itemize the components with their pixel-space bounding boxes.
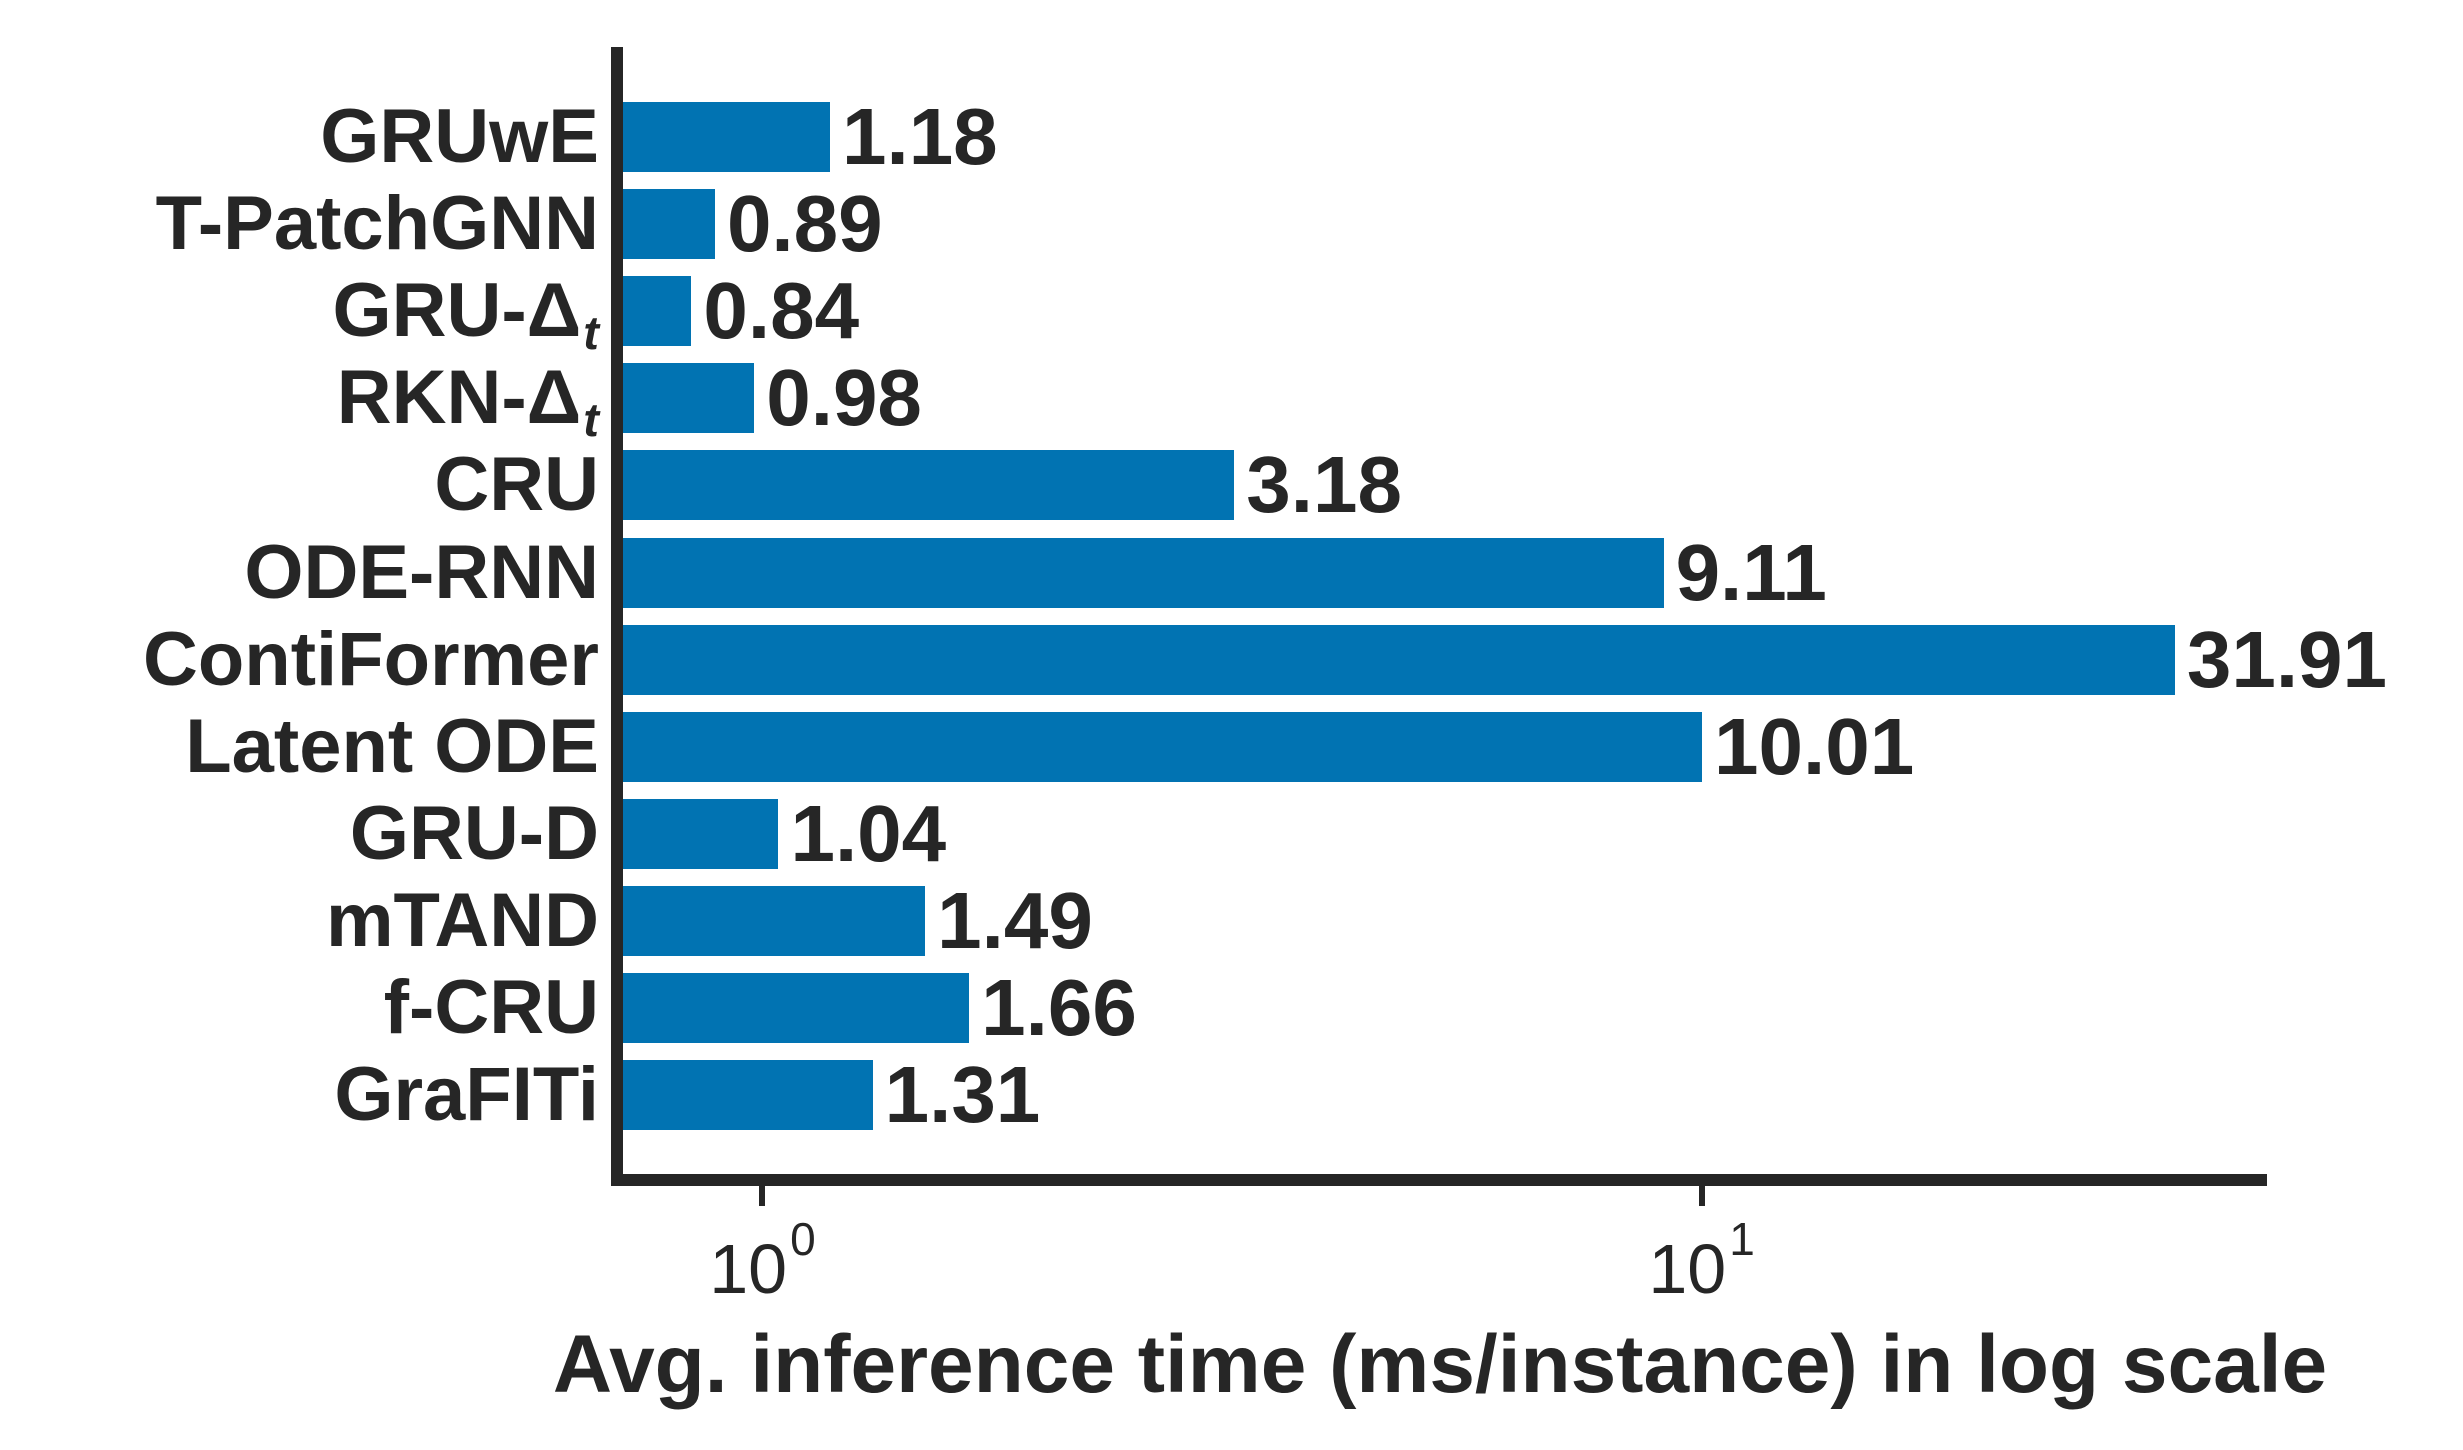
bar bbox=[623, 1060, 873, 1131]
x-axis-spine bbox=[611, 1174, 2267, 1186]
x-axis-title: Avg. inference time (ms/instance) in log… bbox=[552, 1319, 2328, 1410]
value-label: 1.18 bbox=[841, 92, 998, 181]
category-label: ContiFormer bbox=[143, 616, 599, 702]
category-label: CRU bbox=[434, 442, 599, 528]
value-label: 1.66 bbox=[981, 963, 1137, 1052]
bar bbox=[623, 885, 926, 956]
category-label: mTAND bbox=[325, 877, 599, 963]
category-label: f-CRU bbox=[383, 965, 599, 1050]
value-label: 31.91 bbox=[2186, 614, 2388, 704]
x-tick-exponent: 1 bbox=[1729, 1213, 1755, 1265]
bar bbox=[623, 711, 1702, 782]
bar bbox=[623, 450, 1235, 521]
x-tick-exponent: 0 bbox=[790, 1213, 816, 1265]
category-label: T-PatchGNN bbox=[155, 181, 599, 267]
bar bbox=[623, 363, 755, 434]
category-label-subscript: t bbox=[583, 393, 599, 447]
value-label: 1.31 bbox=[884, 1050, 1041, 1140]
x-tick-label: 100 bbox=[709, 1213, 816, 1308]
bar bbox=[623, 973, 970, 1043]
x-tick-mark bbox=[1698, 1186, 1705, 1206]
category-label: GraFITi bbox=[334, 1052, 599, 1138]
bar bbox=[623, 537, 1664, 608]
x-tick-label: 101 bbox=[1648, 1213, 1755, 1308]
bar bbox=[623, 102, 830, 172]
bar bbox=[623, 798, 779, 869]
value-label: 0.89 bbox=[726, 179, 883, 269]
y-axis-spine bbox=[611, 47, 623, 1186]
bar bbox=[623, 276, 692, 347]
value-label: 1.04 bbox=[790, 788, 947, 878]
category-label: RKN-Δt bbox=[336, 355, 599, 447]
category-label-subscript: t bbox=[583, 306, 599, 360]
category-label: GRU-Δt bbox=[332, 268, 599, 360]
category-label: Latent ODE bbox=[185, 703, 599, 789]
x-tick-mark bbox=[759, 1186, 766, 1206]
value-label: 3.18 bbox=[1246, 440, 1402, 530]
value-label: 1.49 bbox=[937, 875, 1093, 965]
value-label: 0.84 bbox=[703, 266, 860, 356]
category-label: GRU-D bbox=[349, 790, 599, 876]
category-label: ODE-RNN bbox=[244, 529, 599, 615]
bar bbox=[623, 624, 2175, 695]
value-label: 9.11 bbox=[1675, 527, 1827, 617]
category-label: GRUwE bbox=[320, 94, 599, 179]
value-label: 10.01 bbox=[1714, 701, 1915, 791]
value-label: 0.98 bbox=[766, 353, 922, 443]
bar bbox=[623, 189, 715, 260]
